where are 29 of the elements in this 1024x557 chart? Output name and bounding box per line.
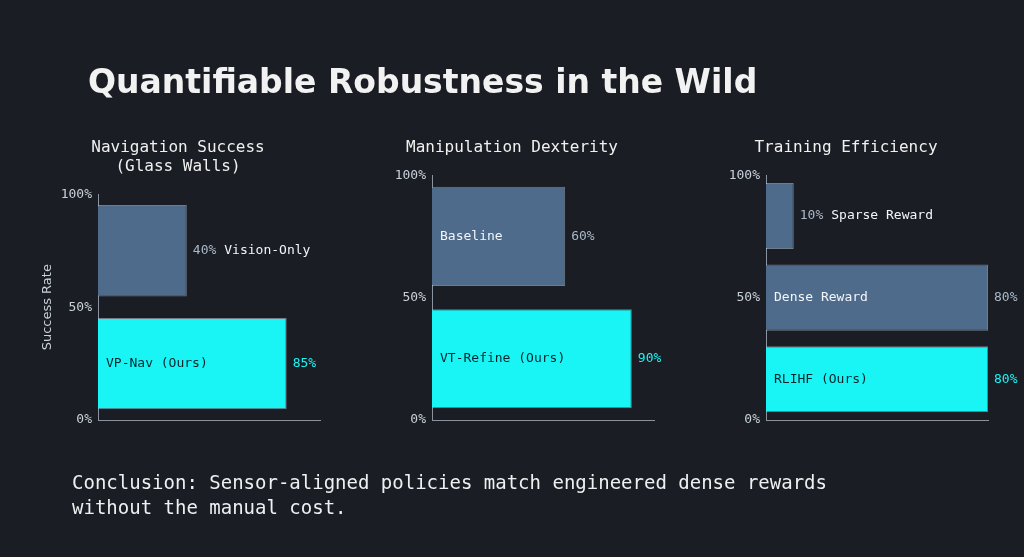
y-tick-label: Vision-Only <box>224 242 311 258</box>
y-tick-label: VP-Nav (Ours) <box>106 354 208 370</box>
y-axis-title: Success Rate <box>39 264 55 351</box>
text: 50% <box>736 288 761 304</box>
text: 100% <box>394 166 427 182</box>
data-label: 80% <box>994 370 1018 386</box>
data-label: 90% <box>637 350 662 366</box>
text: 50% <box>402 288 427 304</box>
data-label: 60% <box>571 227 595 243</box>
text: Quantifiable Robustness in the Wild <box>88 62 758 101</box>
data-label: 85% <box>292 354 317 370</box>
data-label: 10% <box>799 207 824 223</box>
y-tick-label: Dense Reward <box>774 288 868 304</box>
text: 0% <box>744 411 761 427</box>
y-tick-label: Sparse Reward <box>831 207 933 223</box>
text: Conclusion: Sensor-aligned policies match engineered dense rewards without the manual cost. <box>72 470 828 520</box>
y-tick-label: VT-Refine (Ours) <box>440 350 566 366</box>
data-label: 40% <box>192 242 217 258</box>
chart-title: Manipulation Dexterity <box>406 136 619 156</box>
data-label: 80% <box>994 288 1018 304</box>
y-tick-label: Baseline <box>440 227 503 243</box>
chart-title: Navigation Success (Glass Walls) <box>91 136 265 175</box>
y-tick-label: RLIHF (Ours) <box>774 370 868 386</box>
text: 50% <box>68 298 93 314</box>
text: 0% <box>76 411 93 427</box>
text: 100% <box>60 185 93 201</box>
chart-title: Training Efficiency <box>754 136 938 156</box>
text: 100% <box>728 166 761 182</box>
text: 0% <box>410 411 427 427</box>
